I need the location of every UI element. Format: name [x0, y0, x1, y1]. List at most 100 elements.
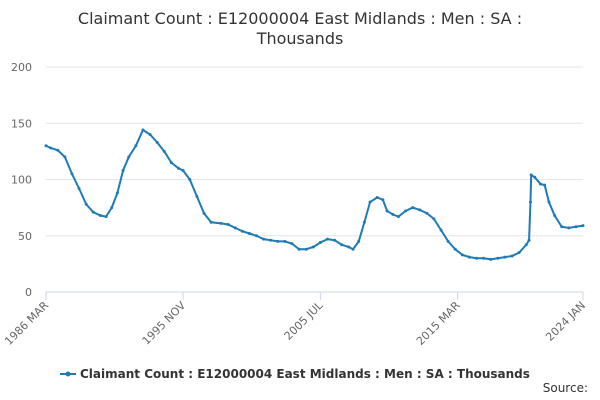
point	[269, 238, 273, 242]
point	[219, 221, 223, 225]
point	[574, 225, 578, 229]
point	[543, 183, 547, 187]
point	[489, 257, 493, 261]
point	[362, 220, 366, 224]
point	[77, 187, 81, 190]
point	[391, 212, 395, 216]
point	[527, 238, 531, 242]
point	[517, 251, 521, 255]
point	[141, 128, 145, 132]
point	[351, 247, 355, 251]
point	[503, 255, 507, 259]
point	[404, 209, 408, 213]
point	[368, 200, 372, 204]
point	[347, 245, 351, 249]
point	[381, 198, 385, 202]
point	[169, 161, 173, 165]
x-tick-label: 2005 JUL	[282, 298, 326, 342]
point	[49, 146, 53, 150]
point	[524, 243, 528, 247]
point	[396, 215, 400, 219]
point	[439, 228, 443, 232]
point	[340, 243, 344, 247]
point	[357, 239, 361, 243]
point	[115, 191, 119, 195]
point	[110, 206, 114, 210]
point	[56, 148, 60, 152]
point	[283, 239, 287, 243]
point	[162, 149, 166, 153]
point	[528, 200, 532, 204]
point	[460, 253, 464, 257]
point	[226, 223, 230, 226]
point	[63, 155, 67, 159]
chart-title: Claimant Count : E12000004 East Midlands…	[78, 9, 522, 48]
point	[240, 229, 244, 233]
point	[176, 166, 180, 170]
point	[318, 241, 322, 244]
point	[475, 256, 479, 260]
point	[467, 255, 471, 259]
point	[581, 224, 585, 228]
point	[290, 242, 294, 246]
point	[255, 234, 259, 238]
y-tick-label: 150	[11, 117, 32, 130]
point	[297, 247, 301, 251]
x-tick-label: 2015 MAR	[414, 299, 463, 348]
y-tick-label: 0	[25, 286, 32, 299]
point	[84, 202, 88, 206]
point	[91, 210, 95, 214]
legend-label: Claimant Count : E12000004 East Midlands…	[80, 367, 530, 381]
point	[311, 245, 315, 249]
point	[496, 256, 500, 260]
source: Source:	[543, 381, 588, 395]
point	[533, 175, 537, 179]
point	[195, 194, 199, 198]
point	[418, 208, 422, 212]
point	[304, 247, 308, 251]
point	[209, 220, 213, 224]
point	[385, 209, 389, 213]
point	[188, 178, 192, 181]
point	[233, 226, 237, 230]
point	[121, 169, 125, 172]
x-tick-label: 1995 NOV	[140, 299, 189, 348]
point	[560, 225, 564, 229]
point	[411, 206, 415, 210]
point	[482, 256, 486, 260]
point	[529, 173, 533, 177]
point	[134, 144, 138, 148]
legend-marker	[65, 371, 71, 377]
point	[375, 196, 379, 199]
point	[276, 239, 280, 243]
point	[247, 232, 251, 235]
point	[262, 237, 266, 241]
point	[510, 254, 514, 258]
point	[538, 182, 542, 186]
point	[155, 140, 159, 144]
point	[453, 247, 457, 251]
point	[333, 238, 337, 242]
y-tick-label: 200	[11, 61, 32, 74]
y-tick-label: 50	[18, 230, 32, 243]
point	[70, 172, 74, 176]
point	[325, 237, 329, 241]
point	[148, 133, 152, 136]
point	[44, 144, 48, 148]
point	[446, 239, 450, 243]
point	[202, 211, 206, 215]
x-tick-label: 2024 JAN	[543, 299, 588, 344]
point	[547, 200, 551, 204]
point	[432, 217, 436, 221]
point	[127, 155, 131, 159]
point	[553, 214, 557, 217]
point	[104, 215, 108, 219]
point	[567, 226, 571, 230]
series-line	[45, 128, 584, 261]
x-tick-label: 1986 MAR	[2, 299, 51, 348]
y-tick-label: 100	[11, 174, 32, 187]
point	[425, 211, 429, 215]
point	[98, 214, 102, 217]
point	[181, 169, 185, 172]
